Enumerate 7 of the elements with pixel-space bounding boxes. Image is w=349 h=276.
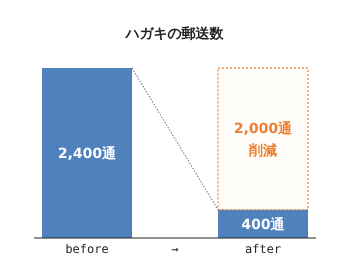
data-label: 2,000通削減 xyxy=(234,120,294,159)
data-label: 2,400通 xyxy=(58,145,118,162)
x-tick-label: → xyxy=(171,242,179,256)
x-tick-label: before xyxy=(65,242,109,256)
chart-title: ハガキの郵送数 xyxy=(124,26,224,42)
data-label: 400通 xyxy=(241,216,286,233)
x-tick-label: after xyxy=(244,242,282,256)
